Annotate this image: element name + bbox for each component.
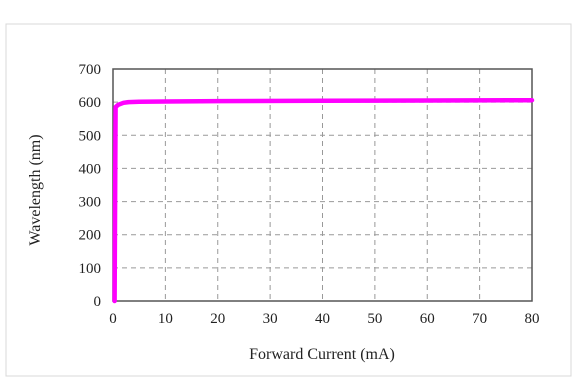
y-tick-label: 600	[79, 95, 102, 111]
chart-frame	[5, 23, 572, 377]
x-tick-label: 30	[263, 311, 278, 327]
x-axis-ticks: 0 10 20 30 40 50 60 70 80	[109, 311, 539, 327]
grid	[113, 69, 532, 301]
y-tick-label: 200	[79, 228, 102, 244]
y-tick-label: 0	[94, 294, 102, 310]
y-tick-label: 100	[79, 261, 102, 277]
y-tick-label: 400	[79, 161, 102, 177]
y-tick-label: 700	[79, 62, 102, 78]
x-tick-label: 40	[315, 311, 330, 327]
x-tick-label: 10	[158, 311, 173, 327]
y-tick-label: 500	[79, 128, 102, 144]
x-tick-label: 0	[109, 311, 117, 327]
series-group	[112, 97, 535, 304]
y-tick-label: 300	[79, 195, 102, 211]
x-tick-label: 80	[525, 311, 540, 327]
y-axis-title: Wavelength (nm)	[27, 134, 44, 245]
x-tick-label: 70	[472, 311, 487, 327]
x-tick-label: 20	[210, 311, 225, 327]
plot-area-border	[112, 68, 533, 302]
series-line	[112, 97, 535, 304]
x-tick-label: 50	[367, 311, 382, 327]
x-axis-title: Forward Current (mA)	[249, 346, 395, 363]
x-tick-label: 60	[420, 311, 435, 327]
y-axis-ticks: 0 100 200 300 400 500 600 700	[79, 62, 102, 310]
